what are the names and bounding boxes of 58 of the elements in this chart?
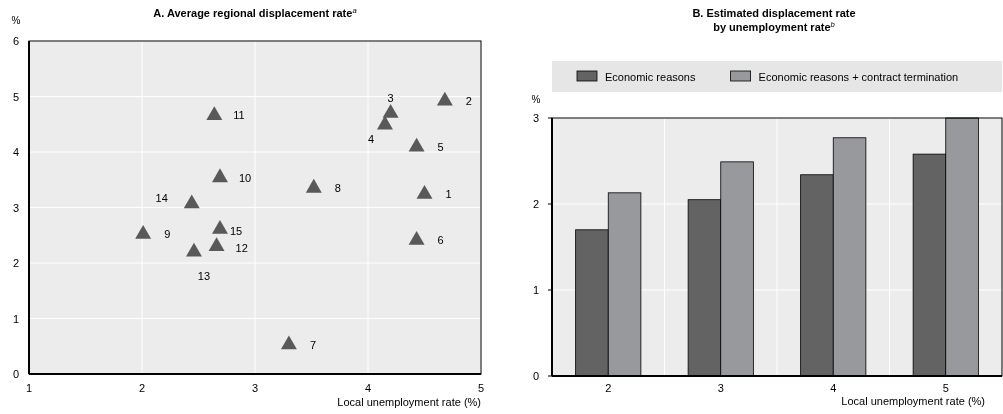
x-axis-title: Local unemployment rate (%) [337,396,481,408]
x-tick-label: 4 [830,382,837,394]
y-tick-label: 0 [12,368,20,380]
annotation: 9 [164,228,171,241]
x-tick-label: 2 [138,382,146,394]
point [135,224,152,239]
annotation: 10 [238,171,252,184]
chart-title: B. Estimated displacement rate by unemployment rate$^{b}$ [692,7,856,33]
point [305,178,322,193]
y-tick-label: 3 [532,112,540,124]
point [376,115,393,130]
chart-title: A. Average regional displacement rate$^{a}$ [153,5,358,19]
x-tick-label: 3 [251,382,259,394]
annotation: 5 [437,141,444,154]
y-tick-label: 2 [532,198,540,210]
point [206,106,223,120]
annotation: 8 [334,182,341,195]
x-tick-label: 5 [477,382,485,394]
y-axis-title: % [531,94,541,105]
point [408,231,425,245]
annotation: 12 [235,242,248,255]
point [212,168,228,183]
annotation: 2 [465,94,472,107]
annotation: 6 [437,234,444,247]
annotation: 1 [445,188,452,201]
annotation: 3 [387,92,394,105]
y-tick-label: 3 [12,201,20,214]
point [382,103,399,118]
point [186,242,202,257]
y-tick-label: 2 [12,257,20,269]
y-tick-label: 0 [532,370,540,382]
point [280,335,297,350]
point [408,137,425,152]
point [208,237,225,251]
y-tick-label: 1 [532,284,540,296]
point [183,194,200,209]
annotation: 7 [309,338,317,351]
point [436,91,453,106]
annotation: 4 [367,132,375,145]
annotation: 13 [197,269,211,282]
x-tick-label: 3 [717,382,724,394]
y-tick-label: 4 [12,146,20,158]
annotation: 15 [229,225,243,238]
y-tick-label: 1 [12,312,20,325]
y-tick-label: 6 [12,35,20,47]
x-tick-label: 1 [25,382,33,394]
x-tick-label: 2 [605,382,612,394]
y-tick-label: 5 [12,90,20,103]
y-axis-title: % [11,15,21,26]
x-axis-title: Local unemployment rate (%) [841,395,985,407]
x-tick-label: 5 [942,382,949,394]
x-tick-label: 4 [364,382,372,394]
point [416,184,433,199]
annotation: 11 [233,109,245,122]
legend-label: Economic reasons + contract termination [758,70,959,83]
legend-label: Economic reasons [605,70,696,83]
point [212,219,228,234]
annotation: 14 [155,191,168,204]
